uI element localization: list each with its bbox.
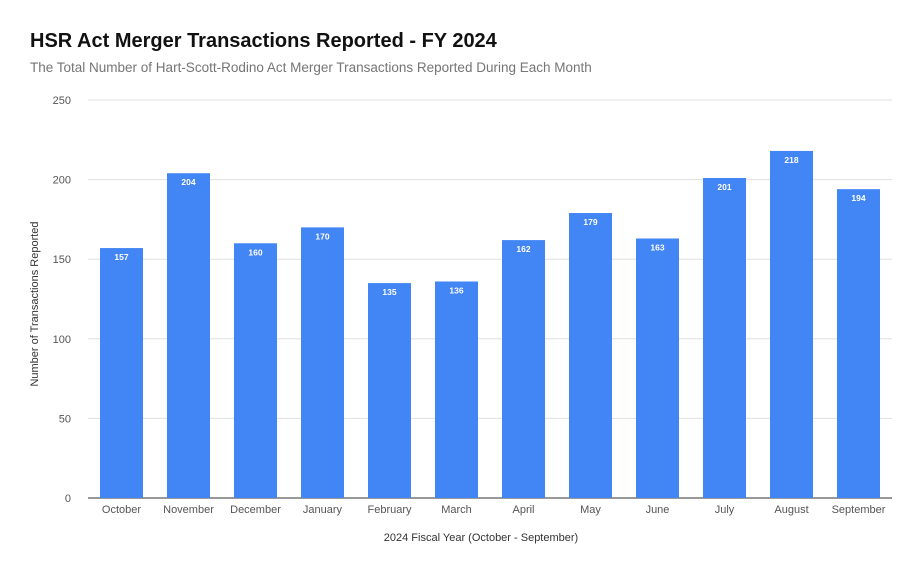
bar [301,227,344,499]
bar [234,243,277,498]
y-tick-label: 50 [59,413,71,425]
bar-data-label: 170 [315,231,329,241]
bar [368,283,411,498]
x-tick-label: August [774,504,808,516]
chart-title: HSR Act Merger Transactions Reported - F… [30,30,497,52]
x-tick-label: May [580,504,601,516]
x-tick-label: March [441,504,472,516]
y-tick-label: 0 [65,493,71,505]
x-tick-label: July [715,504,735,516]
bar [703,178,746,498]
bar [167,173,210,498]
x-tick-label: December [230,504,281,516]
bar-data-label: 204 [181,177,195,187]
x-tick-label: January [303,504,343,516]
bars: 157 204 160 170 135 136 162 179 163 201 218 194 [100,150,880,499]
bar-data-label: 163 [650,243,664,253]
x-axis-ticks: October November December January February Ma… [102,504,886,516]
x-tick-label: October [102,504,141,516]
bar-data-label: 194 [851,193,865,203]
bar-data-label: 135 [382,287,396,297]
chart-subtitle: The Total Number of Hart-Scott-Rodino Ac… [30,60,592,75]
y-axis-title: Number of Transactions Reported [29,221,41,386]
bar [435,281,478,498]
x-tick-label: April [512,504,534,516]
x-tick-label: November [163,504,214,516]
gridlines [88,99,892,499]
bar [636,238,679,498]
bar-data-label: 218 [784,155,798,165]
y-tick-label: 100 [53,334,71,346]
bar [569,213,612,499]
bar [502,240,545,498]
x-tick-label: February [367,504,412,516]
x-tick-label: June [646,504,670,516]
y-axis-ticks: 0 50 100 150 200 250 [53,95,71,505]
y-tick-label: 150 [53,254,71,266]
y-tick-label: 250 [53,95,71,107]
x-axis-title: 2024 Fiscal Year (October - September) [384,532,578,544]
bar-data-label: 162 [516,244,530,254]
bar [837,189,880,499]
x-tick-label: September [832,504,886,516]
bar-data-label: 136 [449,285,463,295]
bar-data-label: 201 [717,182,731,192]
bar-data-label: 157 [114,252,128,262]
bar [770,150,813,498]
bar-data-label: 160 [248,247,262,257]
bar-data-label: 179 [583,217,597,227]
y-tick-label: 200 [53,175,71,187]
bar [100,248,143,498]
